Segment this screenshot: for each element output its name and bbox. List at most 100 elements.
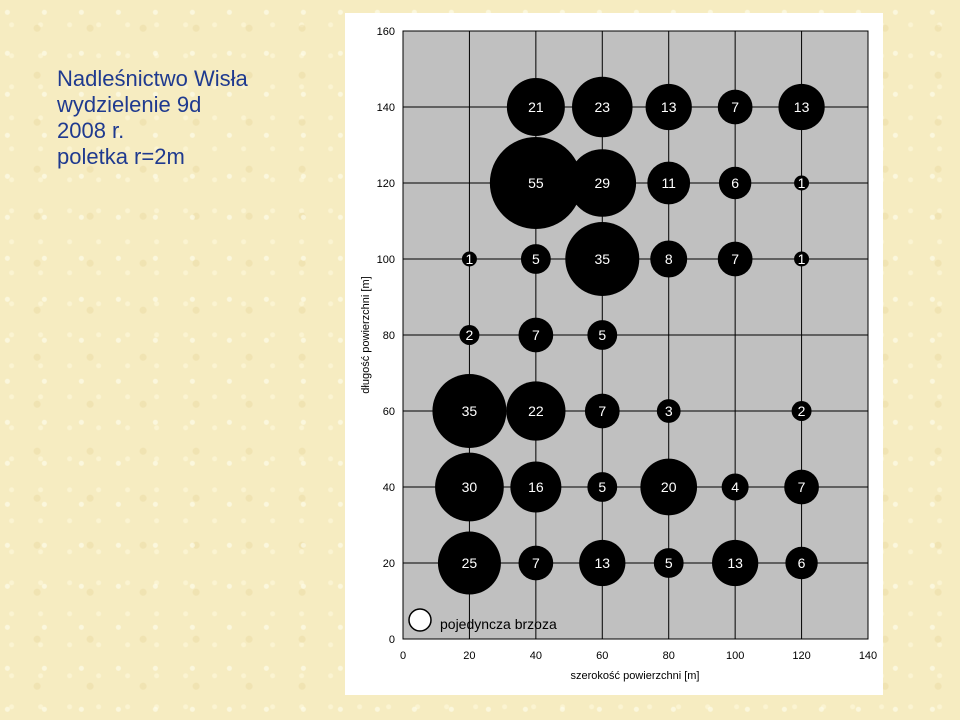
x-tick-label: 0	[400, 650, 406, 662]
bubble	[565, 222, 640, 296]
bubble-label: 4	[731, 479, 739, 495]
bubble	[435, 452, 504, 522]
bubble	[432, 374, 507, 448]
x-tick-label: 80	[663, 650, 675, 662]
legend-label: pojedyncza brzoza	[440, 616, 557, 632]
y-tick-label: 80	[383, 330, 395, 342]
x-tick-label: 100	[726, 650, 744, 662]
y-tick-label: 20	[383, 558, 395, 570]
bubble-label: 7	[731, 99, 739, 115]
bubble-label: 13	[794, 99, 810, 115]
bubble	[437, 531, 501, 595]
bubble	[518, 545, 554, 581]
bubble-label: 1	[466, 251, 474, 267]
bubble	[584, 393, 620, 429]
bubble-label: 8	[665, 251, 673, 267]
bubble	[718, 166, 752, 200]
bubble	[650, 240, 688, 278]
bubble	[653, 548, 684, 578]
bubble	[461, 251, 477, 267]
bubble-label: 7	[598, 403, 606, 419]
bubble-label: 13	[661, 99, 677, 115]
bubble-label: 30	[462, 479, 478, 495]
bubble	[520, 244, 551, 274]
y-tick-label: 160	[377, 26, 395, 38]
caption-line-3: 2008 r.	[57, 118, 125, 143]
bubble-label: 13	[594, 555, 610, 571]
y-tick-label: 120	[377, 178, 395, 190]
bubble-label: 5	[532, 251, 540, 267]
bubble-label: 1	[798, 251, 806, 267]
bubble	[506, 78, 565, 136]
y-tick-label: 40	[383, 482, 395, 494]
caption-line-4: poletka r=2m	[57, 144, 185, 169]
bubble	[717, 241, 753, 277]
bubble-label: 5	[665, 555, 673, 571]
x-tick-label: 140	[859, 650, 877, 662]
bubble-label: 16	[528, 479, 544, 495]
bubble-label: 23	[594, 99, 610, 115]
bubble-label: 7	[532, 327, 540, 343]
y-tick-label: 100	[377, 254, 395, 266]
y-tick-label: 60	[383, 406, 395, 418]
bubble	[518, 317, 554, 353]
bubble	[506, 381, 566, 441]
bubble	[794, 251, 810, 267]
bubble	[572, 76, 633, 138]
x-tick-label: 120	[792, 650, 810, 662]
bubble	[778, 83, 825, 131]
bubble-label: 11	[661, 175, 676, 191]
legend-bubble	[408, 608, 432, 632]
x-tick-label: 20	[463, 650, 475, 662]
bubble-label: 13	[727, 555, 743, 571]
y-axis-label: długość powierzchni [m]	[360, 276, 372, 393]
bubble-label: 29	[594, 175, 610, 191]
bubble-label: 22	[528, 403, 544, 419]
bubble	[712, 539, 759, 587]
bubble-label: 20	[661, 479, 677, 495]
caption-line-2: wydzielenie 9d	[57, 92, 202, 117]
x-axis-label: szerokość powierzchni [m]	[571, 670, 700, 682]
bubble	[785, 546, 818, 580]
bubble-label: 55	[528, 175, 544, 191]
bubble-label: 21	[528, 99, 544, 115]
bubble	[717, 89, 753, 125]
bubble	[587, 320, 618, 350]
bubble-label: 6	[731, 175, 739, 191]
y-tick-label: 140	[377, 102, 395, 114]
chart-panel: 0 20 40 60 80 100 120 140 160 0 20 40 60 80 100 120 140…	[345, 13, 883, 695]
bubble	[645, 83, 692, 131]
bubble	[791, 401, 812, 421]
bubble-label: 7	[798, 479, 806, 495]
bubble-label: 25	[462, 555, 478, 571]
bubble-label: 6	[798, 555, 806, 571]
bubble-label: 3	[665, 403, 673, 419]
y-tick-label: 0	[389, 634, 395, 646]
bubble	[647, 161, 691, 205]
bubble-label: 7	[532, 555, 540, 571]
bubble	[568, 149, 637, 217]
bubble-label: 1	[798, 175, 806, 191]
x-tick-labels: 0 20 40 60 80 100 120 140	[400, 650, 877, 662]
bubble-label: 5	[598, 327, 606, 343]
bubble-label: 35	[462, 403, 478, 419]
bubble	[784, 469, 819, 505]
bubble-label: 5	[598, 479, 606, 495]
bubble-label: 7	[731, 251, 739, 267]
caption-line-1: Nadleśnictwo Wisła	[57, 66, 248, 91]
bubble	[459, 325, 480, 345]
chart-caption: Nadleśnictwo Wisła wydzielenie 9d 2008 r…	[57, 66, 248, 170]
bubble	[510, 461, 562, 513]
bubble	[656, 399, 681, 423]
bubble	[579, 539, 626, 587]
bubble	[640, 458, 698, 516]
bubble-label: 2	[798, 403, 806, 419]
legend: pojedyncza brzoza	[408, 608, 557, 632]
y-tick-labels: 0 20 40 60 80 100 120 140 160	[377, 26, 395, 646]
bubble	[489, 137, 582, 229]
x-tick-label: 60	[596, 650, 608, 662]
bubble-label: 2	[466, 327, 474, 343]
bubble	[587, 472, 618, 502]
